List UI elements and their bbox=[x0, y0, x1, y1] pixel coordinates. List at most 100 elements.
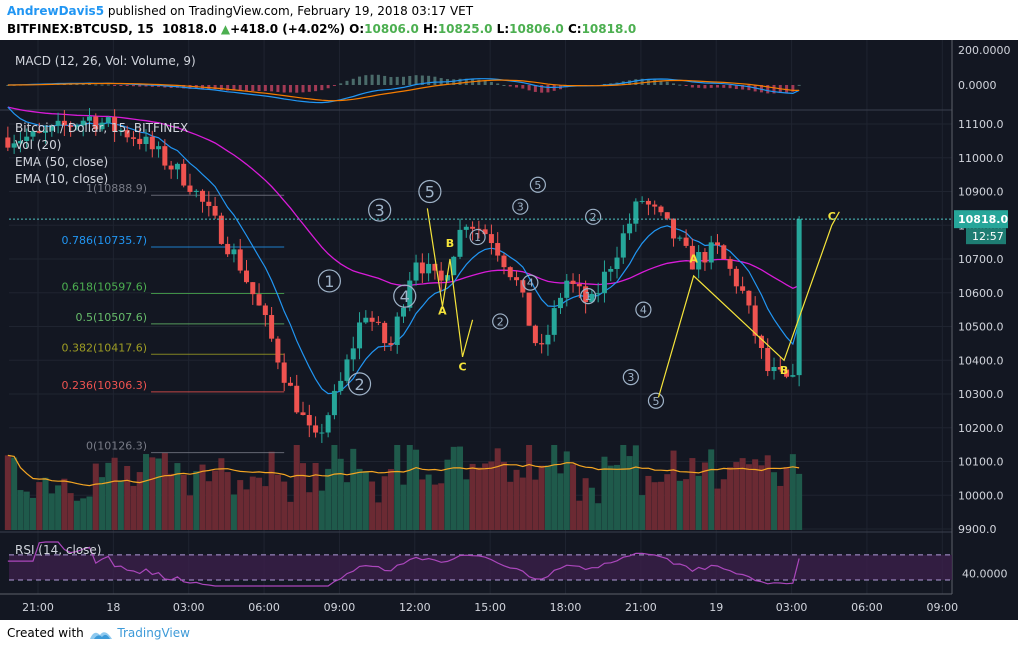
time-tick-label: 18 bbox=[106, 601, 120, 614]
candle-body bbox=[105, 117, 111, 123]
volume-bar bbox=[55, 485, 62, 530]
candle-body bbox=[5, 137, 11, 148]
volume-bar bbox=[601, 456, 608, 530]
candle-body bbox=[740, 286, 746, 291]
volume-bar bbox=[544, 465, 551, 530]
volume-bar bbox=[256, 477, 263, 530]
macd-histogram-bar bbox=[376, 74, 380, 85]
candle-body bbox=[532, 325, 538, 344]
candle-body bbox=[796, 219, 802, 376]
volume-bar bbox=[657, 481, 664, 530]
candle-body bbox=[658, 206, 664, 213]
volume-bar bbox=[720, 479, 727, 530]
volume-bar bbox=[199, 464, 206, 530]
time-tick-label: 15:00 bbox=[474, 601, 506, 614]
chart-header: AndrewDavis5 published on TradingView.co… bbox=[0, 0, 1018, 40]
volume-bar bbox=[343, 482, 350, 530]
volume-bar bbox=[174, 463, 181, 530]
volume-bar bbox=[180, 474, 187, 530]
abc-label: C bbox=[828, 210, 836, 223]
price-axis[interactable]: 11100.011000.010900.010800.010700.010600… bbox=[954, 44, 1011, 581]
fib-retracement[interactable]: 1(10888.9) 0.786(10735.7) 0.618(10597.6) 0.… bbox=[61, 182, 285, 454]
candle-body bbox=[287, 382, 293, 386]
candle-body bbox=[237, 249, 243, 271]
time-tick-label: 03:00 bbox=[776, 601, 808, 614]
wave-label-text: 4 bbox=[400, 287, 410, 306]
candle-body bbox=[727, 259, 733, 269]
volume-bar bbox=[482, 463, 489, 530]
macd-histogram-bar bbox=[364, 75, 368, 85]
volume-bar bbox=[689, 458, 696, 530]
volume-bar bbox=[230, 494, 237, 530]
volume-bar bbox=[607, 465, 614, 530]
macd-histogram-bar bbox=[759, 85, 763, 93]
low-label: L: bbox=[496, 22, 510, 36]
volume-bar bbox=[457, 446, 464, 530]
volume-bar bbox=[67, 493, 74, 530]
macd-histogram-bar bbox=[345, 80, 349, 85]
volume-bar bbox=[92, 463, 99, 530]
candle-body bbox=[382, 322, 388, 344]
candle-body bbox=[306, 415, 312, 426]
volume-bar bbox=[431, 484, 438, 530]
candle-body bbox=[294, 385, 300, 413]
macd-histogram-bar bbox=[395, 76, 399, 85]
volume-bar bbox=[507, 481, 514, 530]
time-axis[interactable]: 21:00 18 03:00 06:00 09:00 12:00 15:00 18:00 21:… bbox=[0, 593, 958, 614]
macd-histogram-bar bbox=[314, 85, 318, 92]
volume-bar bbox=[739, 458, 746, 530]
macd-histogram-bar bbox=[678, 84, 682, 86]
wave-label-text: 4 bbox=[527, 277, 534, 290]
high-value: 10825.0 bbox=[437, 22, 493, 36]
volume-bar bbox=[193, 471, 200, 530]
candle-body bbox=[633, 201, 639, 224]
candle-body bbox=[350, 348, 356, 360]
volume-bar bbox=[155, 458, 162, 530]
volume-bar bbox=[17, 490, 24, 530]
macd-histogram-bar bbox=[496, 83, 500, 85]
volume-bar bbox=[576, 500, 583, 530]
candle-body bbox=[463, 226, 469, 230]
author-link[interactable]: AndrewDavis5 bbox=[7, 4, 105, 18]
volume-bar bbox=[61, 478, 68, 530]
ohlc-line: BITFINEX:BTCUSD, 15 10818.0 ▲+418.0 (+4.… bbox=[7, 22, 636, 36]
wave-label-text: 5 bbox=[534, 179, 541, 192]
wave-label-text: 1 bbox=[474, 231, 481, 244]
macd-histogram-bar bbox=[100, 84, 104, 86]
wave-annotations[interactable]: 1 2 3 4 5 1 2 3 4 5 1 2 3 4 5 A B C A B C bbox=[9, 176, 952, 409]
candle-body bbox=[426, 263, 432, 274]
volume-bar bbox=[117, 481, 124, 530]
chart-canvas[interactable]: 1(10888.9) 0.786(10735.7) 0.618(10597.6) 0.… bbox=[0, 40, 1018, 620]
volume-bar bbox=[274, 474, 281, 530]
volume-bar bbox=[500, 461, 507, 530]
time-tick-label: 12:00 bbox=[399, 601, 431, 614]
macd-histogram-bar bbox=[182, 85, 186, 89]
wave-label-text: 4 bbox=[640, 304, 647, 317]
candles bbox=[5, 107, 802, 443]
macd-histogram-bar bbox=[483, 80, 487, 85]
candle-body bbox=[639, 200, 645, 202]
candle-body bbox=[86, 116, 92, 121]
volume-bar bbox=[444, 459, 451, 530]
candle-body bbox=[55, 120, 61, 126]
candle-body bbox=[168, 165, 174, 170]
volume-bar bbox=[469, 463, 476, 530]
candle-body bbox=[313, 425, 319, 433]
volume-bar bbox=[614, 464, 621, 530]
macd-histogram-bar bbox=[653, 79, 657, 85]
time-tick-label: 21:00 bbox=[625, 601, 657, 614]
volume-ma-line bbox=[7, 454, 800, 487]
volume-bar bbox=[143, 454, 150, 530]
volume-bar bbox=[312, 463, 319, 530]
macd-histogram-bar bbox=[244, 85, 248, 91]
candle-body bbox=[551, 308, 557, 335]
macd-histogram-bar bbox=[119, 85, 123, 86]
volume-bar bbox=[620, 445, 627, 530]
volume-bar bbox=[48, 493, 55, 530]
candle-body bbox=[758, 335, 764, 349]
volume-bar bbox=[36, 482, 43, 530]
macd-histogram-bar bbox=[797, 84, 801, 86]
volume-bar bbox=[287, 501, 294, 530]
tradingview-link[interactable]: TradingView bbox=[117, 626, 190, 640]
wave-label-text: 3 bbox=[375, 201, 385, 220]
